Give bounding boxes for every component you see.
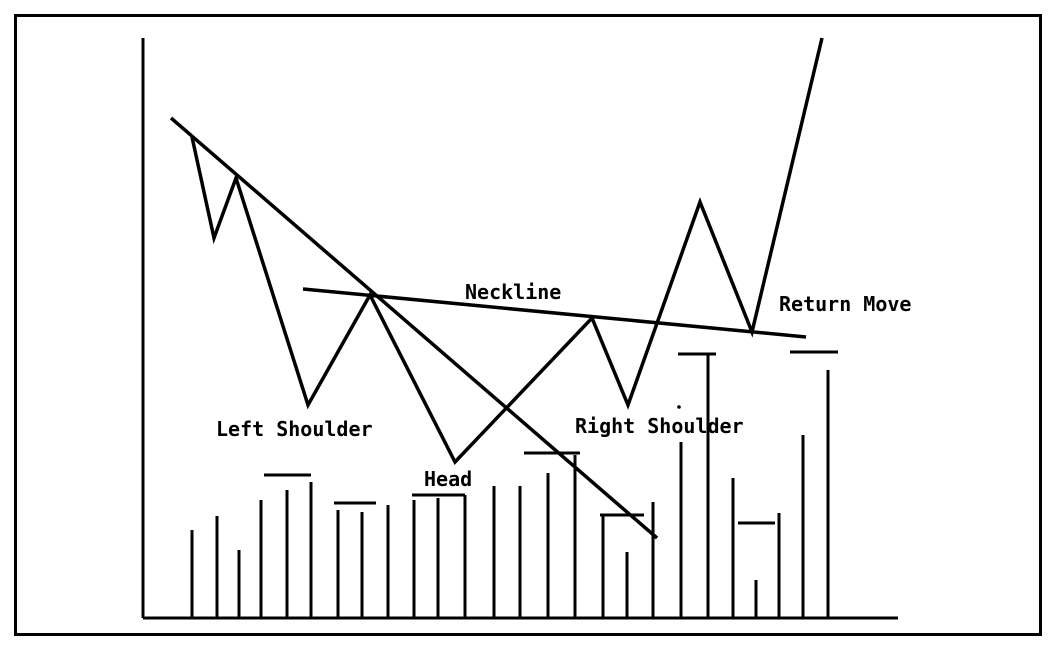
return-move-label: Return Move	[779, 292, 911, 316]
left-shoulder-label: Left Shoulder	[216, 417, 373, 441]
neckline-label: Neckline	[465, 280, 561, 304]
volume-caps	[264, 350, 838, 525]
downtrend-line	[169, 116, 659, 540]
right-shoulder-label: Right Shoulder	[575, 414, 744, 438]
diagram-frame	[14, 14, 1042, 636]
price-path	[190, 37, 824, 465]
dot-mark	[677, 405, 681, 409]
neckline	[302, 287, 807, 339]
head-label: Head	[424, 467, 472, 491]
volume-bars	[190, 354, 830, 618]
